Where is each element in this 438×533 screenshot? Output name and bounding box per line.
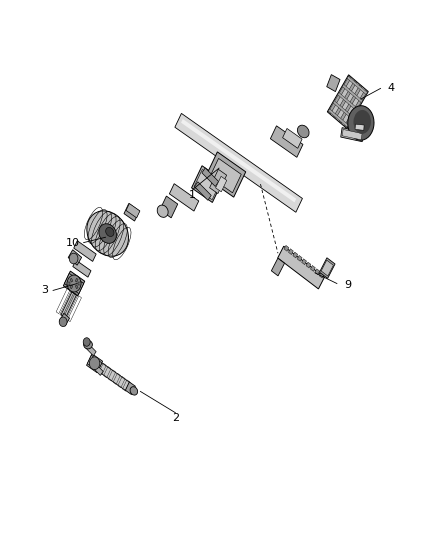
Polygon shape: [342, 130, 362, 140]
Ellipse shape: [157, 205, 168, 217]
Polygon shape: [344, 90, 367, 127]
Polygon shape: [306, 262, 311, 268]
Polygon shape: [319, 258, 335, 278]
Polygon shape: [278, 246, 325, 289]
Text: 3: 3: [41, 286, 48, 295]
Circle shape: [69, 253, 78, 264]
Polygon shape: [93, 364, 103, 375]
Polygon shape: [289, 249, 293, 255]
Polygon shape: [302, 259, 307, 264]
Polygon shape: [70, 285, 73, 289]
Polygon shape: [272, 258, 285, 276]
Polygon shape: [78, 282, 81, 285]
Polygon shape: [327, 75, 340, 92]
Text: 1: 1: [189, 190, 196, 200]
Polygon shape: [94, 360, 130, 391]
Polygon shape: [87, 356, 102, 371]
Polygon shape: [202, 168, 219, 187]
Text: 2: 2: [172, 413, 179, 423]
Polygon shape: [74, 241, 96, 261]
Polygon shape: [210, 169, 226, 193]
Polygon shape: [194, 169, 220, 200]
Polygon shape: [210, 158, 241, 193]
Circle shape: [59, 317, 67, 327]
Polygon shape: [67, 282, 70, 285]
Polygon shape: [125, 382, 135, 394]
Polygon shape: [205, 152, 246, 197]
Polygon shape: [215, 176, 227, 192]
Polygon shape: [343, 84, 363, 103]
Circle shape: [89, 357, 100, 369]
Polygon shape: [70, 278, 73, 282]
Polygon shape: [160, 196, 178, 218]
Polygon shape: [311, 265, 315, 271]
Polygon shape: [334, 80, 357, 118]
Ellipse shape: [99, 224, 117, 244]
Polygon shape: [73, 260, 91, 277]
Polygon shape: [328, 109, 349, 127]
Polygon shape: [86, 344, 96, 356]
Polygon shape: [327, 75, 368, 128]
Polygon shape: [87, 354, 102, 373]
Polygon shape: [339, 85, 362, 123]
Text: 9: 9: [344, 280, 351, 290]
Polygon shape: [175, 114, 302, 212]
Ellipse shape: [130, 387, 138, 395]
Polygon shape: [283, 128, 302, 148]
Ellipse shape: [87, 211, 128, 256]
Polygon shape: [170, 184, 199, 211]
Polygon shape: [347, 76, 367, 94]
Polygon shape: [315, 269, 320, 274]
Ellipse shape: [353, 110, 371, 134]
Polygon shape: [75, 278, 78, 282]
Polygon shape: [61, 292, 77, 318]
Polygon shape: [321, 260, 333, 276]
Polygon shape: [270, 126, 303, 157]
Polygon shape: [284, 245, 289, 251]
Polygon shape: [338, 93, 358, 111]
Text: 4: 4: [388, 83, 395, 93]
Polygon shape: [64, 271, 85, 296]
Polygon shape: [328, 76, 351, 114]
Polygon shape: [64, 273, 84, 294]
Ellipse shape: [297, 125, 309, 138]
Text: 10: 10: [66, 238, 80, 247]
Polygon shape: [355, 124, 364, 131]
Polygon shape: [333, 101, 353, 119]
Polygon shape: [297, 255, 302, 261]
Polygon shape: [319, 272, 324, 278]
Polygon shape: [191, 166, 223, 203]
Polygon shape: [194, 182, 211, 200]
Polygon shape: [293, 252, 298, 258]
Ellipse shape: [106, 228, 114, 237]
Polygon shape: [75, 285, 78, 289]
Polygon shape: [341, 127, 364, 142]
Polygon shape: [124, 204, 139, 221]
Polygon shape: [68, 250, 81, 265]
Polygon shape: [126, 204, 140, 218]
Polygon shape: [59, 313, 70, 326]
Ellipse shape: [348, 106, 374, 140]
Ellipse shape: [84, 341, 92, 349]
Circle shape: [83, 338, 90, 346]
Circle shape: [67, 275, 81, 292]
Polygon shape: [181, 119, 296, 203]
